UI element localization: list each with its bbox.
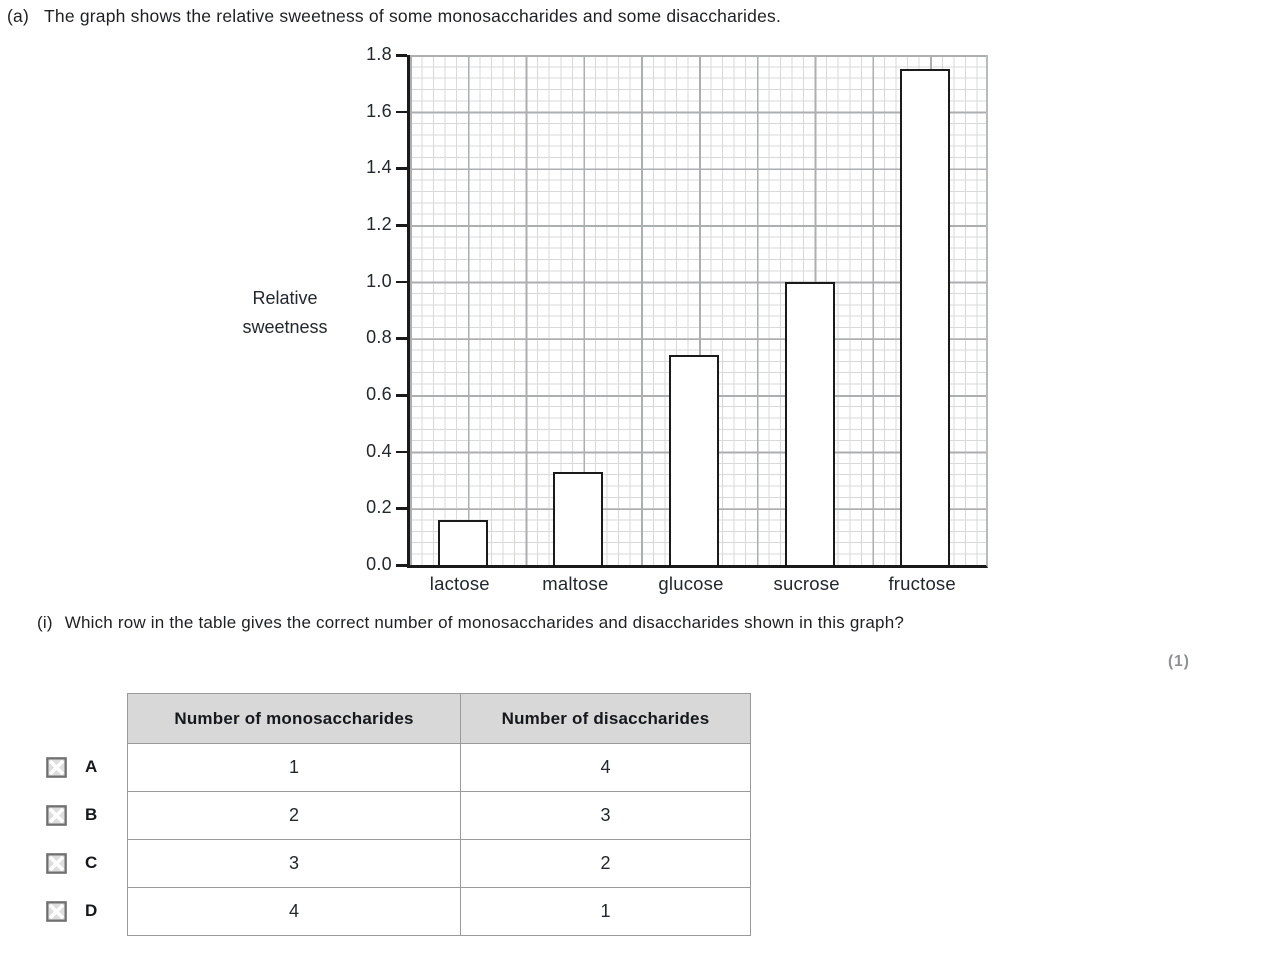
- option-row-b: B: [46, 791, 97, 839]
- cell-d-mono: 4: [127, 887, 461, 936]
- option-letter: C: [85, 853, 98, 872]
- xlabel-sucrose: sucrose: [773, 573, 840, 594]
- ytick-label-1.8: 1.8: [366, 44, 392, 64]
- part-a-text: The graph shows the relative sweetness o…: [44, 6, 782, 26]
- ytick-mark-1.6: [396, 110, 407, 114]
- table-header-row: Number of monosaccharides Number of disa…: [127, 693, 751, 744]
- checkbox-icon[interactable]: [46, 804, 67, 826]
- header-disaccharides: Number of disaccharides: [460, 693, 751, 744]
- table-row: 3 2: [127, 839, 751, 888]
- cell-d-di: 1: [460, 887, 751, 936]
- option-letter: B: [85, 805, 98, 824]
- bar-glucose: [669, 355, 719, 565]
- y-axis-title-line2: sweetness: [242, 317, 328, 337]
- option-letter: A: [85, 757, 98, 776]
- bar-lactose: [437, 519, 488, 565]
- table-row: 4 1: [127, 887, 751, 936]
- option-row-a: A: [46, 743, 97, 791]
- y-axis-title: Relative sweetness: [222, 284, 348, 342]
- ytick-label-1.0: 1.0: [366, 270, 392, 291]
- xlabel-glucose: glucose: [658, 573, 724, 594]
- xlabel-fructose: fructose: [888, 573, 956, 594]
- checkbox-icon[interactable]: [46, 852, 67, 874]
- cell-c-di: 2: [460, 839, 751, 888]
- bar-fructose: [900, 69, 951, 565]
- ytick-mark-1.2: [396, 224, 407, 227]
- ytick-label-0.0: 0.0: [366, 554, 392, 574]
- ytick-label-1.6: 1.6: [366, 100, 392, 121]
- part-i-label: (i): [37, 613, 53, 632]
- ytick-mark-0.6: [396, 394, 407, 397]
- ytick-label-0.8: 0.8: [366, 327, 392, 348]
- header-monosaccharides: Number of monosaccharides: [127, 693, 461, 744]
- option-row-d: D: [46, 887, 97, 935]
- part-i-text: Which row in the table gives the correct…: [64, 613, 905, 632]
- cell-a-mono: 1: [127, 743, 461, 792]
- table-row: 1 4: [127, 743, 751, 792]
- xlabel-lactose: lactose: [429, 573, 490, 594]
- ytick-mark-1.8: [396, 54, 407, 57]
- checkbox-icon[interactable]: [46, 756, 67, 778]
- answer-table: Number of monosaccharides Number of disa…: [127, 693, 751, 936]
- xlabel-maltose: maltose: [542, 573, 609, 594]
- ytick-mark-1.0: [396, 280, 407, 284]
- ytick-label-0.2: 0.2: [366, 497, 392, 518]
- cell-a-di: 4: [460, 743, 751, 792]
- ytick-label-1.4: 1.4: [366, 157, 392, 178]
- plot-area: [407, 55, 988, 568]
- ytick-label-0.4: 0.4: [366, 440, 392, 461]
- ytick-mark-1.4: [396, 167, 407, 170]
- ytick-mark-0.0: [396, 564, 407, 567]
- ytick-mark-0.2: [396, 507, 407, 510]
- sweetness-bar-chart: Relative sweetness 1.8 1.6 1.4 1.2 1.0 0.8 0.6…: [222, 44, 988, 594]
- ytick-mark-0.4: [396, 450, 407, 454]
- bar-sucrose: [784, 281, 835, 565]
- ytick-label-1.2: 1.2: [366, 214, 392, 234]
- checkbox-icon[interactable]: [46, 900, 67, 922]
- bar-maltose: [553, 471, 604, 565]
- cell-c-mono: 3: [127, 839, 461, 888]
- question-part-a: (a) The graph shows the relative sweetnes…: [7, 6, 781, 27]
- marks-badge: (1): [1168, 653, 1190, 670]
- y-axis-title-line1: Relative: [252, 288, 318, 308]
- ytick-label-0.6: 0.6: [366, 384, 392, 404]
- option-row-c: C: [46, 839, 97, 887]
- ytick-mark-0.8: [396, 337, 407, 340]
- table-row: 2 3: [127, 791, 751, 840]
- part-a-label: (a): [7, 6, 29, 26]
- option-letter: D: [85, 901, 98, 920]
- question-part-i: (i) Which row in the table gives the corr…: [37, 613, 904, 633]
- cell-b-mono: 2: [127, 791, 461, 840]
- cell-b-di: 3: [460, 791, 751, 840]
